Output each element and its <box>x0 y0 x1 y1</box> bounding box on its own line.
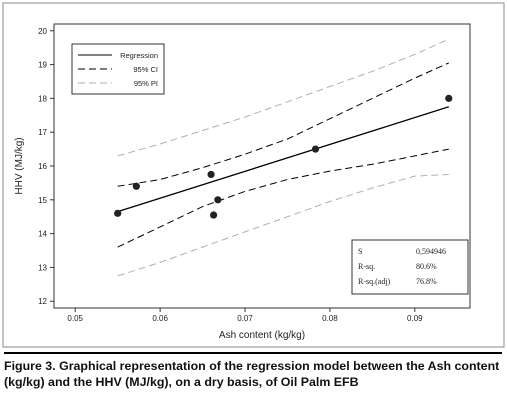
y-tick-label: 16 <box>38 162 47 171</box>
series-lines <box>117 38 450 277</box>
figure-caption: Figure 3. Graphical representation of th… <box>4 352 502 390</box>
stats-box-frame <box>351 239 469 295</box>
y-tick-label: 13 <box>38 263 47 272</box>
data-point <box>214 196 222 204</box>
data-point <box>132 182 140 190</box>
x-axis: 0.05 0.06 0.07 0.08 0.09 <box>67 308 423 323</box>
series-line-95-ci-upper <box>117 62 450 187</box>
data-point <box>114 209 122 217</box>
stat-value: 0,594946 <box>416 247 446 256</box>
legend-box <box>71 43 165 95</box>
stat-label: S <box>358 247 362 256</box>
series-line-95-pi-lower <box>117 174 449 277</box>
series-line-regression <box>117 106 449 213</box>
legend-label: Regression <box>120 51 158 60</box>
legend: Regression 95% CI 95% PI <box>71 43 165 95</box>
stat-label: R-sq. <box>358 262 375 271</box>
x-tick-label: 0.07 <box>237 314 253 323</box>
y-tick-label: 20 <box>38 27 47 36</box>
data-point <box>311 145 320 153</box>
stat-label: R-sq.(adj) <box>358 277 391 286</box>
regression-chart: 0.05 0.06 0.07 0.08 0.09 121314151617181920 … <box>2 2 505 348</box>
outer-frame <box>2 2 505 348</box>
x-tick-label: 0.09 <box>407 314 423 323</box>
legend-label: 95% CI <box>133 65 158 74</box>
data-point <box>210 211 218 219</box>
y-axis: 12 13 14 15 16 17 18 19 20 <box>38 27 54 306</box>
y-tick-label: 17 <box>38 128 47 137</box>
data-points <box>114 94 453 219</box>
y-tick-label: 12 <box>38 297 47 306</box>
series-line-95-ci-lower <box>117 148 449 248</box>
y-tick-label: 19 <box>38 61 47 70</box>
y-tick-label: 14 <box>38 230 47 239</box>
y-tick-label: 15 <box>38 196 47 205</box>
x-axis-title: Ash content (kg/kg) <box>219 330 305 341</box>
data-point <box>207 170 215 179</box>
x-tick-label: 0.06 <box>152 314 168 323</box>
stats-box: S 0,594946 R-sq. 80.6% R-sq.(adj) 76.8% <box>351 239 469 295</box>
y-tick-label: 18 <box>38 94 47 103</box>
y-axis-title: HHV (MJ/kg) <box>14 137 25 194</box>
x-tick-label: 0.05 <box>67 314 83 323</box>
series-line-95-pi-upper <box>117 38 450 157</box>
stat-value: 76.8% <box>416 277 437 286</box>
data-point <box>445 94 453 102</box>
legend-label: 95% PI <box>134 79 158 88</box>
x-tick-label: 0.08 <box>322 314 338 323</box>
stat-value: 80.6% <box>416 262 437 271</box>
